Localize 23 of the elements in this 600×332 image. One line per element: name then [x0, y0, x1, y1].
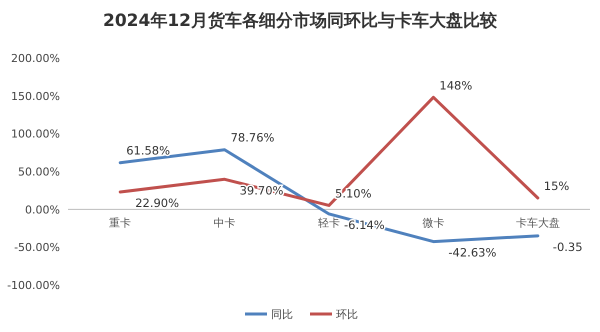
y-tick-label: 50.00% [18, 166, 60, 178]
line-series [118, 96, 540, 207]
x-tick-label: 轻卡 [318, 216, 340, 230]
x-tick-label: 微卡 [422, 216, 444, 230]
data-label: 148% [439, 78, 472, 92]
data-label: 22.90% [135, 196, 180, 210]
x-tick-label: 卡车大盘 [516, 216, 560, 230]
data-label: 15% [544, 178, 570, 193]
x-tick-label: 重卡 [109, 216, 132, 230]
chart-title: 2024年12月货车各细分市场同环比与卡车大盘比较 [103, 11, 498, 31]
data-label: 61.58% [126, 144, 170, 158]
y-tick-label: -50.00% [14, 241, 60, 254]
y-tick-label: -100.00% [7, 279, 60, 292]
y-tick-label: 200.00% [11, 52, 60, 65]
y-tick-label: 150.00% [11, 90, 60, 103]
x-tick-label: 中卡 [214, 216, 236, 230]
y-tick-label: 0.00% [25, 203, 60, 216]
legend-label: 同比 [271, 308, 293, 321]
data-label: 78.76% [230, 130, 275, 145]
annotation: -0.35 [552, 240, 583, 254]
legend-label: 环比 [336, 308, 358, 321]
y-tick-label: 100.00% [11, 128, 60, 141]
data-label: -42.63% [448, 246, 496, 260]
